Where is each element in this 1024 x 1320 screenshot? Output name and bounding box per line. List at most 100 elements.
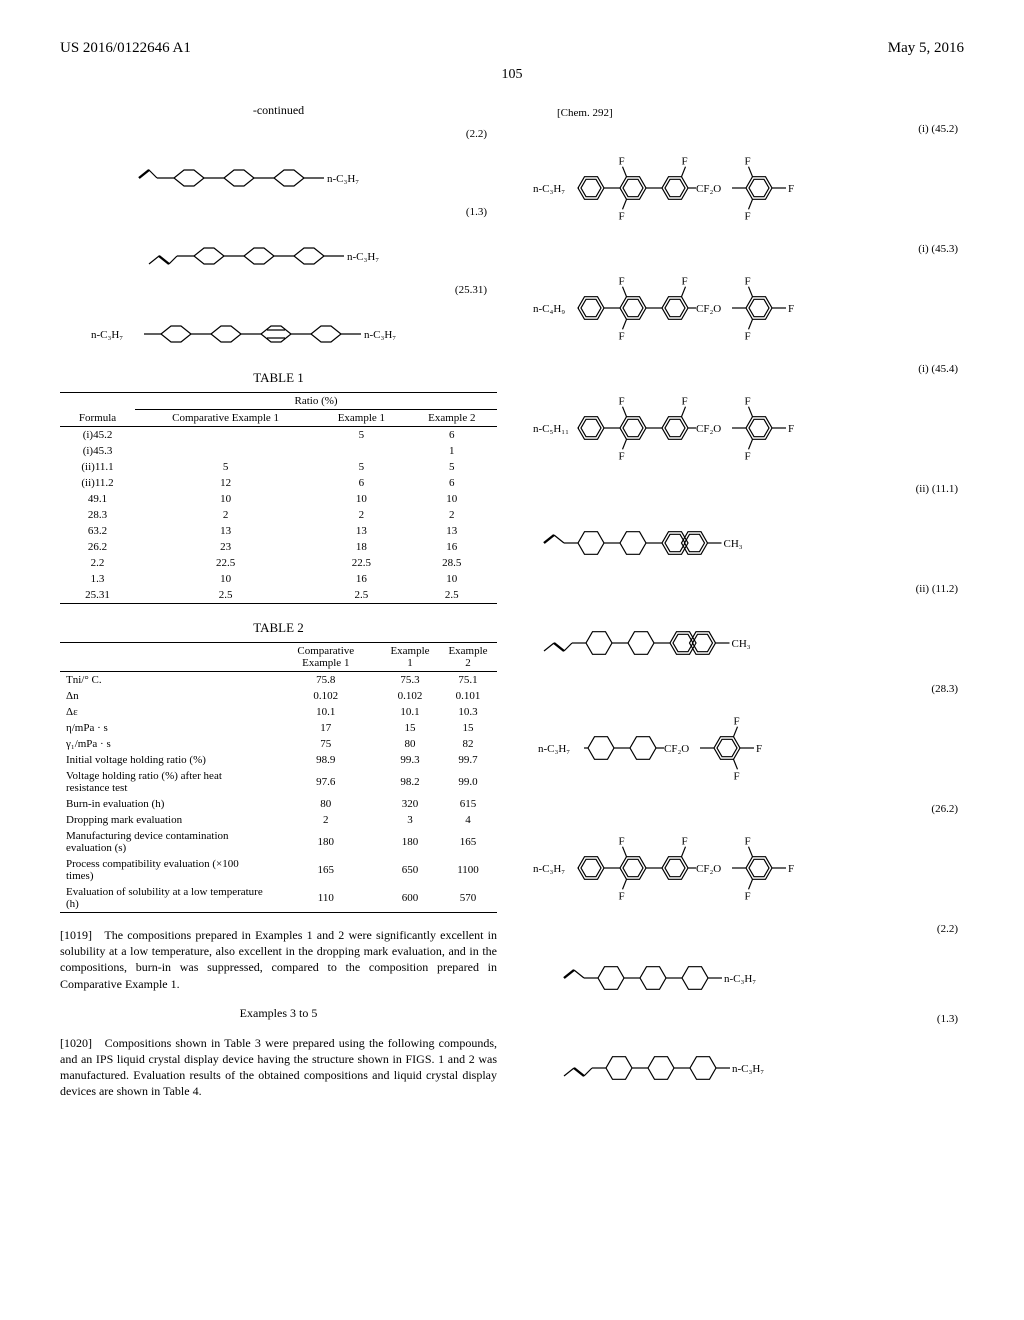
chem-structure: (i) (45.2)n-C₃H₇FFFCF₂OFFF [527,123,964,233]
table-cell: 3 [381,812,439,828]
chem-group-label: n-C₃H₇ [347,251,379,263]
chem-group-label: F [756,743,762,755]
publication-number: US 2016/0122646 A1 [60,40,191,57]
chem-label: (1.3) [527,1013,964,1025]
paragraph-text: The compositions prepared in Examples 1 … [60,928,497,991]
chem-group-label: n-C₃H₇ [91,329,123,341]
table-row: Δε10.110.110.3 [60,704,497,720]
publication-date: May 5, 2016 [888,40,964,57]
table-cell: 5 [135,459,316,475]
table-cell: 10.1 [381,704,439,720]
svg-text:F: F [681,836,687,848]
svg-text:F: F [744,836,750,848]
paragraph: [1019] The compositions prepared in Exam… [60,927,497,992]
svg-text:F: F [744,450,750,462]
chem-group-label: F [788,183,794,195]
table-row: Evaluation of solubility at a low temper… [60,884,497,913]
chem-label: (ii) (11.1) [527,483,964,495]
table-cell: 99.3 [381,752,439,768]
chem-structure: (ii) (11.2)CH₃ [527,583,964,673]
table-cell: 13 [135,523,316,539]
table-cell [135,443,316,459]
table-cell: 0.102 [381,688,439,704]
chem-group-label: n-C₃H₇ [724,973,756,985]
table-cell: 0.101 [439,688,497,704]
table-cell: 2.5 [407,587,497,604]
table-cell: 0.102 [271,688,382,704]
molecule-icon: n-C₄H₉FFFCF₂OFFF [531,263,961,353]
svg-text:F: F [733,770,739,782]
chem-group-label: F [788,423,794,435]
table-row: 28.3222 [60,507,497,523]
table-row: 2.222.522.528.5 [60,555,497,571]
table-cell: (ii)11.2 [60,475,135,491]
svg-text:F: F [618,890,624,902]
chem-bridge-label: CF₂O [696,303,721,315]
table-cell [135,427,316,444]
svg-text:F: F [733,716,739,728]
table-row: η/mPa · s171515 [60,720,497,736]
table-cell: 25.31 [60,587,135,604]
table-row: 49.1101010 [60,491,497,507]
table-cell: 75.1 [439,672,497,689]
svg-text:F: F [681,396,687,408]
paragraph-number: [1020] [60,1036,92,1050]
table-title: TABLE 1 [60,370,497,386]
table-cell: 28.3 [60,507,135,523]
table-cell: 10 [316,491,406,507]
chem-group-label: n-C₃H₇ [327,173,359,185]
table-cell: 75 [271,736,382,752]
table-row: Voltage holding ratio (%) after heat res… [60,768,497,796]
table-cell: 80 [271,796,382,812]
molecule-icon: n-C₅H₁₁FFFCF₂OFFF [531,383,961,473]
table-cell: 2 [316,507,406,523]
chem-group-label: F [788,863,794,875]
table-cell: 570 [439,884,497,913]
table-cell: 1 [407,443,497,459]
table-cell: 75.3 [381,672,439,689]
table-cell: 18 [316,539,406,555]
table-cell: 2.2 [60,555,135,571]
table-cell: 1100 [439,856,497,884]
table-cell: 80 [381,736,439,752]
table-cell: 12 [135,475,316,491]
table-row: Dropping mark evaluation234 [60,812,497,828]
chem-group-label: n-C₃H₇ [533,863,565,875]
chem-structure: (1.3) n-C₃H₇ [60,206,497,276]
chem-group-label: CH₃ [731,638,750,650]
left-column: -continued (2.2) n- [60,103,497,1103]
paragraph-number: [1019] [60,928,92,942]
chem-group-label: F [788,303,794,315]
table-cell: 165 [271,856,382,884]
svg-text:F: F [744,890,750,902]
chem-label: (i) (45.2) [527,123,964,135]
table-cell: 4 [439,812,497,828]
table-cell: 10.3 [439,704,497,720]
table-cell: Δε [60,704,271,720]
table-cell: 99.7 [439,752,497,768]
table-row: 25.312.52.52.5 [60,587,497,604]
chem-group-label: n-C₃H₇ [533,183,565,195]
molecule-icon: n-C₃H₇ [556,943,936,1003]
molecule-icon: CH₃ [536,603,956,673]
paragraph: [1020] Compositions shown in Table 3 wer… [60,1035,497,1100]
table-cell: 16 [407,539,497,555]
table-cell: 165 [439,828,497,856]
chem-group-label: n-C₃H₇ [538,743,570,755]
molecule-icon: n-C₃H₇FFFCF₂OFFF [531,143,961,233]
molecule-icon: n-C₃H₇ [119,226,439,276]
chem-structure: (ii) (11.1)CH₃ [527,483,964,573]
table-cell: 650 [381,856,439,884]
table-row: 26.2231816 [60,539,497,555]
table-cell: 15 [381,720,439,736]
table-cell: 63.2 [60,523,135,539]
chem-structure: (26.2)n-C₃H₇FFFCF₂OFFF [527,803,964,913]
svg-text:F: F [618,396,624,408]
chem-structure: (i) (45.3)n-C₄H₉FFFCF₂OFFF [527,243,964,353]
chem-bridge-label: CF₂O [696,183,721,195]
table-cell: Tni/° C. [60,672,271,689]
table-cell: 615 [439,796,497,812]
table-cell: (i)45.3 [60,443,135,459]
table-cell [316,443,406,459]
chem-label: (28.3) [527,683,964,695]
